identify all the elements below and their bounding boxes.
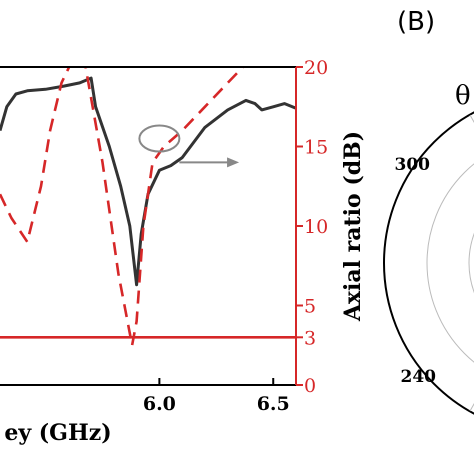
y2-tick-label: 5 [304,296,316,318]
panel-b-label: (B) [397,7,435,37]
annotation-arrow-head [227,157,240,168]
polar-angle-label-300: 300 [395,155,431,175]
y2-tick-label: 10 [304,216,328,238]
polar-title: θ [455,81,471,111]
annotation-ellipse [138,124,181,153]
primary-solid-line [0,76,296,287]
polar-angle-label-240: 240 [401,367,437,387]
x-tick-label: 6.5 [257,393,290,415]
polar-outer-ring [383,111,474,415]
y2-axis-label: Axial ratio (dB) [340,131,366,322]
polar-ring-2 [426,163,474,363]
polar-plot: 300 240 [383,111,474,415]
x-tick-label: 6.0 [143,393,176,415]
x-axis-label: ey (GHz) [4,420,111,446]
y2-tick-label: 15 [304,137,328,159]
series-layer [0,66,296,347]
panel-a: 03510152056.06.5 Axial ratio (dB) ey (GH… [0,57,366,446]
y2-tick-label: 3 [304,327,316,349]
panel-b: (B) θ 300 240 [383,7,474,415]
y2-tick-label: 20 [304,57,328,79]
tick-layer: 03510152056.06.5 [143,57,328,415]
polar-ring-3 [468,232,474,294]
y2-tick-label: 0 [304,375,316,397]
axial-ratio-dashed-line [0,66,246,347]
